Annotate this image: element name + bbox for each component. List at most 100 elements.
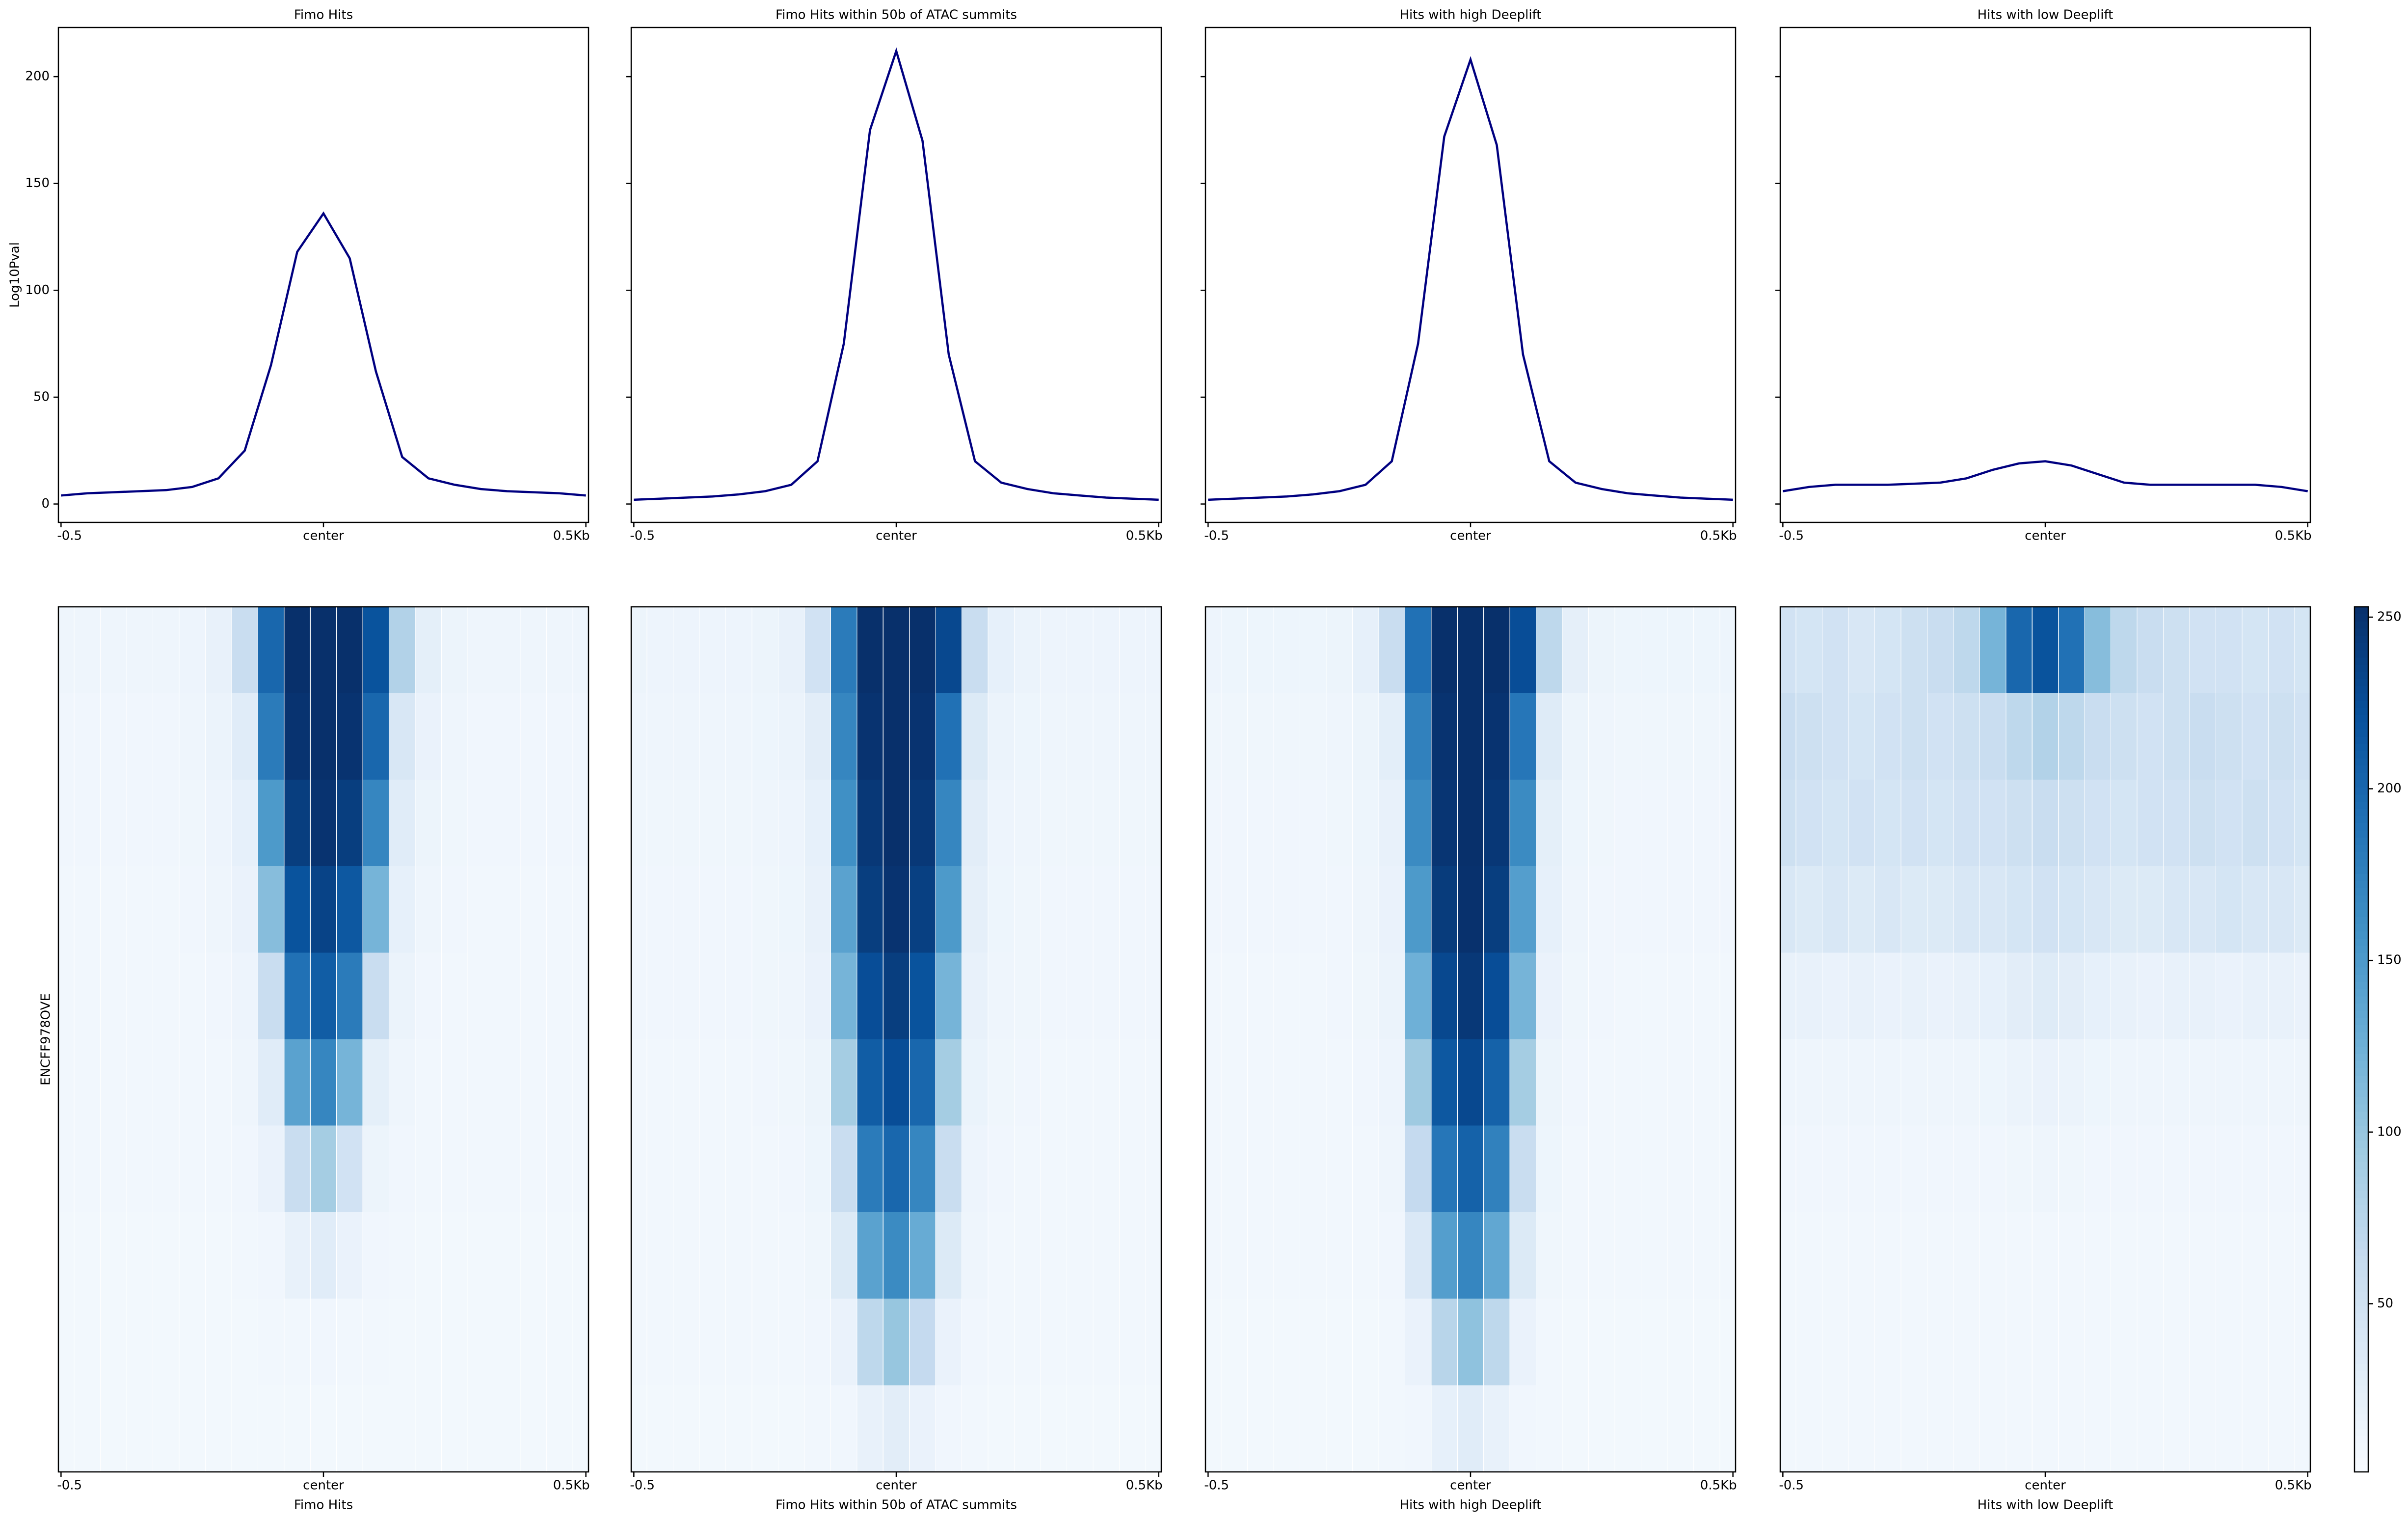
colorbar-strip [2354,1197,2368,1206]
heatmap-cell [1248,1385,1274,1472]
heatmap-cell [1848,607,1874,694]
heatmap-cell [2059,1125,2085,1213]
heatmap-cell [258,952,284,1040]
profile-line [1782,460,2308,492]
heatmap-cell [1041,607,1067,694]
heatmap-cell [857,1299,883,1386]
colorbar-strip [2354,959,2368,968]
heatmap-cell [1720,1039,1736,1126]
panel-title: Hits with low Deeplift [1978,8,2114,23]
heatmap-cell [1484,693,1510,780]
colorbar-strip [2354,1219,2368,1227]
heatmap-cell [1901,1385,1927,1472]
heatmap-cell [1562,607,1589,694]
heatmap-cell [647,1039,673,1126]
heatmap-cell [1431,693,1457,780]
heatmap-cell [830,1125,857,1213]
heatmap-cell [804,779,830,867]
heatmap-cell [830,1212,857,1300]
heatmap-cell [2190,779,2216,867]
heatmap-cell [1379,1039,1405,1126]
heatmap-cell [830,1299,857,1386]
heatmap-cell [1457,1125,1484,1213]
colorbar-strip [2354,1068,2368,1076]
heatmap-cell [1848,1385,1874,1472]
heatmap-cell [1405,1125,1431,1213]
heatmap-cell [415,866,442,953]
heatmap-cell [2006,779,2032,867]
heatmap-cell [468,1039,494,1126]
heatmap-cell [2164,1299,2190,1386]
heatmap-cell [1874,779,1901,867]
heatmap-cell [2268,693,2295,780]
heatmap-cell [310,779,337,867]
heatmap-cell [1874,1125,1901,1213]
heatmap-cell [2137,1125,2164,1213]
heatmap-cell [1484,1125,1510,1213]
heatmap-cell [1780,607,1796,694]
heatmap-cell [101,952,127,1040]
heatmap-cell [962,866,988,953]
heatmap-cell [468,1212,494,1300]
axes-frame [1204,27,1737,523]
heatmap-cell [153,779,179,867]
heatmap-cell [1274,1385,1300,1472]
heatmap-cell [468,779,494,867]
heatmap-cell [573,1299,589,1386]
heatmap-cell [284,779,310,867]
heatmap-cell [1119,693,1146,780]
heatmap-cell [1352,1212,1379,1300]
x-tick-label: center [876,529,917,543]
heatmap-cell [1562,1125,1589,1213]
colorbar-strip [2354,974,2368,982]
heatmap-cell [1796,779,1822,867]
heatmap-cell [1015,952,1041,1040]
colorbar-strip [2354,1046,2368,1054]
heatmap-cell [2111,952,2137,1040]
heatmap-cell [284,952,310,1040]
heatmap-cell [1536,779,1562,867]
colorbar-strip [2354,916,2368,924]
heatmap-cell [2006,952,2032,1040]
heatmap-cell [1953,952,1980,1040]
heatmap-cell [1146,1385,1161,1472]
heatmap-cell [2137,1039,2164,1126]
heatmap-cell [363,1125,389,1213]
colorbar-strip [2354,1233,2368,1242]
heatmap-cell [232,866,258,953]
colorbar-strip [2354,606,2368,615]
heatmap-cell [1405,779,1431,867]
heatmap-cell [389,1212,415,1300]
heatmap-cell [910,607,936,694]
heatmap-cell [2032,952,2059,1040]
panel-title: Fimo Hits [294,8,353,23]
heatmap-cell [962,607,988,694]
colorbar-strip [2354,888,2368,896]
colorbar-strip [2354,779,2368,788]
heatmap-cell [1796,693,1822,780]
heatmap-cell [2085,693,2111,780]
heatmap-cell [520,779,546,867]
heatmap-cell [232,1212,258,1300]
x-tick-label: 0.5Kb [1126,1478,1163,1493]
heatmap-cell [520,1125,546,1213]
heatmap-cell [1874,1385,1901,1472]
heatmap-cell [2032,693,2059,780]
colorbar-strip [2354,1363,2368,1371]
x-tick-label: -0.5 [1204,1478,1229,1493]
heatmap-cell [752,693,778,780]
colorbar-strip [2354,952,2368,960]
heatmap-cell [1405,1299,1431,1386]
heatmap-cell [127,779,153,867]
heatmap-cell [1041,866,1067,953]
heatmap-cell [127,866,153,953]
heatmap-cell [2295,1212,2310,1300]
heatmap-cell [2242,1212,2268,1300]
heatmap-cell [415,952,442,1040]
colorbar-strip [2354,657,2368,665]
heatmap-cell [1796,1125,1822,1213]
heatmap-cell [1146,866,1161,953]
heatmap-cell [1205,779,1221,867]
heatmap-cell [1405,693,1431,780]
colorbar-strip [2354,1162,2368,1169]
